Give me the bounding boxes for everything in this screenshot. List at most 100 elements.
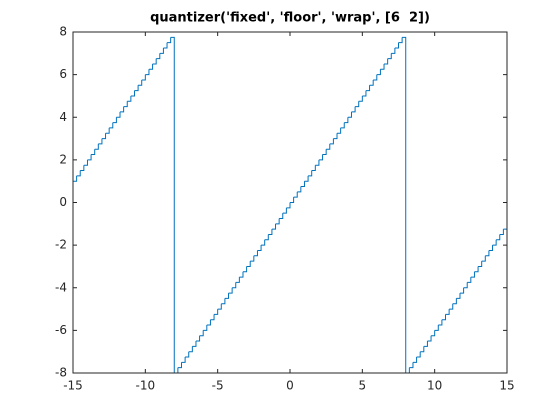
step: [214, 309, 219, 315]
step: [156, 53, 161, 60]
chart-title: quantizer('fixed', 'floor', 'wrap', [6 2…: [150, 11, 430, 26]
step: [373, 74, 378, 81]
y-tick-label: 8: [59, 25, 67, 39]
step: [412, 357, 418, 363]
step: [492, 239, 497, 246]
step: [351, 106, 356, 113]
step: [141, 74, 146, 81]
step: [358, 95, 363, 102]
step: [224, 293, 230, 299]
axes-box: [72, 31, 508, 374]
step: [253, 250, 258, 257]
y-tick-label: 0: [59, 195, 67, 209]
y-tick-label: 2: [59, 152, 67, 166]
step: [232, 282, 237, 289]
x-tick-label: 0: [286, 379, 294, 393]
step: [203, 325, 208, 331]
step: [384, 58, 389, 65]
step: [268, 229, 273, 235]
x-tick-label: 5: [359, 379, 367, 393]
step: [445, 309, 450, 315]
step: [130, 90, 135, 97]
step: [478, 261, 483, 267]
step: [264, 234, 269, 241]
step: [112, 117, 117, 124]
step: [221, 298, 226, 305]
x-tick-label: -15: [63, 379, 83, 393]
step: [441, 314, 447, 321]
step: [322, 149, 327, 156]
y-tick-label: -4: [55, 280, 67, 294]
step: [250, 255, 255, 262]
step: [398, 37, 403, 44]
step: [376, 69, 381, 76]
step: [394, 42, 399, 49]
step: [499, 229, 504, 235]
y-tick-label: -6: [55, 323, 67, 337]
step: [308, 170, 313, 177]
x-tick-label: -10: [136, 379, 156, 393]
step: [217, 303, 222, 310]
step: [365, 85, 371, 92]
step: [188, 346, 193, 353]
step: [362, 90, 367, 97]
step: [167, 37, 172, 44]
step: [138, 79, 143, 86]
step: [474, 266, 479, 273]
step: [416, 351, 421, 358]
step: [402, 36, 407, 373]
step: [185, 351, 190, 358]
step: [293, 191, 298, 198]
step: [76, 170, 81, 177]
y-tick-label: 6: [59, 67, 67, 81]
step: [427, 335, 432, 342]
step: [83, 159, 88, 166]
step: [347, 111, 352, 118]
step: [195, 335, 201, 342]
step: [337, 127, 342, 134]
step: [275, 218, 280, 225]
step: [420, 346, 425, 353]
step: [120, 106, 125, 113]
step: [105, 127, 110, 134]
step: [239, 271, 244, 278]
step: [286, 202, 291, 209]
step: [116, 111, 121, 118]
step: [159, 47, 164, 54]
step: [304, 175, 309, 182]
step: [340, 122, 345, 129]
step: [463, 282, 468, 289]
step: [333, 133, 338, 140]
step: [170, 36, 175, 373]
step: [434, 325, 439, 331]
step: [297, 186, 302, 193]
step: [134, 85, 139, 92]
step: [148, 63, 154, 70]
step: [449, 303, 454, 310]
step: [315, 159, 320, 166]
step: [228, 287, 233, 294]
step: [488, 245, 494, 251]
step: [496, 234, 501, 241]
step: [459, 287, 465, 294]
step: [456, 293, 461, 299]
step: [326, 143, 331, 150]
y-tick-label: -2: [55, 238, 67, 252]
x-tick-label: -5: [212, 379, 224, 393]
step: [98, 138, 103, 145]
step: [452, 298, 457, 305]
step: [261, 239, 266, 246]
step: [73, 175, 78, 182]
step: [485, 250, 490, 257]
step: [470, 271, 475, 278]
step: [109, 122, 114, 129]
step: [271, 223, 277, 230]
step: [311, 165, 316, 172]
step: [199, 330, 204, 337]
step: [163, 42, 168, 49]
step: [246, 261, 251, 267]
step: [329, 138, 334, 145]
step: [91, 149, 96, 156]
step: [87, 154, 92, 161]
